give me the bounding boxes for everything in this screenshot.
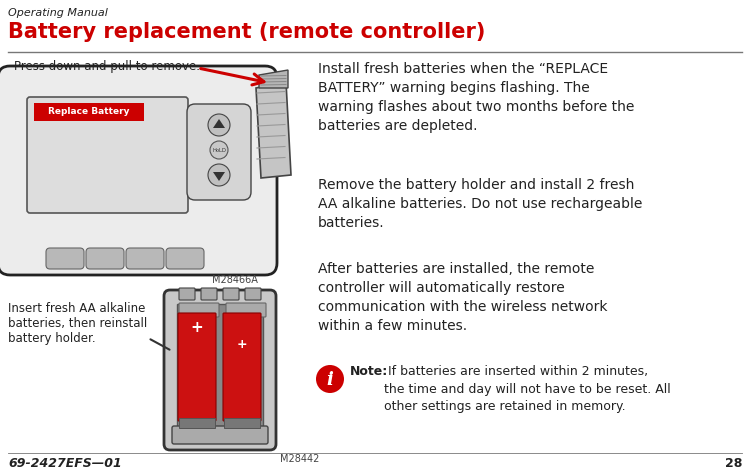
Text: Insert fresh AA alkaline
batteries, then reinstall
battery holder.: Insert fresh AA alkaline batteries, then…	[8, 302, 147, 345]
Polygon shape	[213, 172, 225, 181]
Text: Press down and pull to remove.: Press down and pull to remove.	[14, 60, 200, 73]
FancyBboxPatch shape	[34, 103, 144, 121]
FancyBboxPatch shape	[223, 313, 261, 421]
Text: HoLD: HoLD	[212, 147, 226, 153]
Polygon shape	[259, 70, 288, 88]
FancyBboxPatch shape	[179, 303, 219, 317]
Text: 28: 28	[724, 457, 742, 468]
Circle shape	[208, 164, 230, 186]
FancyBboxPatch shape	[245, 288, 261, 300]
Text: Replace Battery: Replace Battery	[48, 108, 130, 117]
Polygon shape	[256, 82, 291, 178]
Text: If batteries are inserted within 2 minutes,
the time and day will not have to be: If batteries are inserted within 2 minut…	[384, 365, 670, 413]
FancyBboxPatch shape	[201, 288, 217, 300]
Text: M28466A: M28466A	[212, 275, 258, 285]
Circle shape	[316, 365, 344, 393]
Polygon shape	[213, 119, 225, 128]
FancyBboxPatch shape	[27, 97, 188, 213]
Text: Note:: Note:	[350, 365, 388, 378]
Text: After batteries are installed, the remote
controller will automatically restore
: After batteries are installed, the remot…	[318, 262, 608, 333]
FancyBboxPatch shape	[86, 248, 124, 269]
Text: Battery replacement (remote controller): Battery replacement (remote controller)	[8, 22, 485, 42]
FancyBboxPatch shape	[177, 304, 263, 430]
FancyBboxPatch shape	[164, 290, 276, 450]
FancyBboxPatch shape	[224, 418, 260, 428]
FancyBboxPatch shape	[46, 248, 84, 269]
Text: Remove the battery holder and install 2 fresh
AA alkaline batteries. Do not use : Remove the battery holder and install 2 …	[318, 178, 642, 230]
FancyBboxPatch shape	[126, 248, 164, 269]
FancyBboxPatch shape	[166, 248, 204, 269]
Text: M28442: M28442	[280, 454, 320, 464]
FancyBboxPatch shape	[179, 288, 195, 300]
Text: 69-2427EFS—01: 69-2427EFS—01	[8, 457, 122, 468]
FancyBboxPatch shape	[226, 303, 266, 317]
FancyBboxPatch shape	[0, 66, 277, 275]
Text: Operating Manual: Operating Manual	[8, 8, 108, 18]
Text: Install fresh batteries when the “REPLACE
BATTERY” warning begins flashing. The
: Install fresh batteries when the “REPLAC…	[318, 62, 634, 133]
FancyBboxPatch shape	[187, 104, 251, 200]
Text: +: +	[190, 321, 203, 336]
Circle shape	[208, 114, 230, 136]
FancyBboxPatch shape	[179, 418, 215, 428]
Text: i: i	[326, 371, 334, 389]
Text: +: +	[237, 337, 248, 351]
FancyBboxPatch shape	[223, 288, 239, 300]
FancyBboxPatch shape	[178, 313, 216, 421]
Circle shape	[210, 141, 228, 159]
FancyBboxPatch shape	[172, 426, 268, 444]
